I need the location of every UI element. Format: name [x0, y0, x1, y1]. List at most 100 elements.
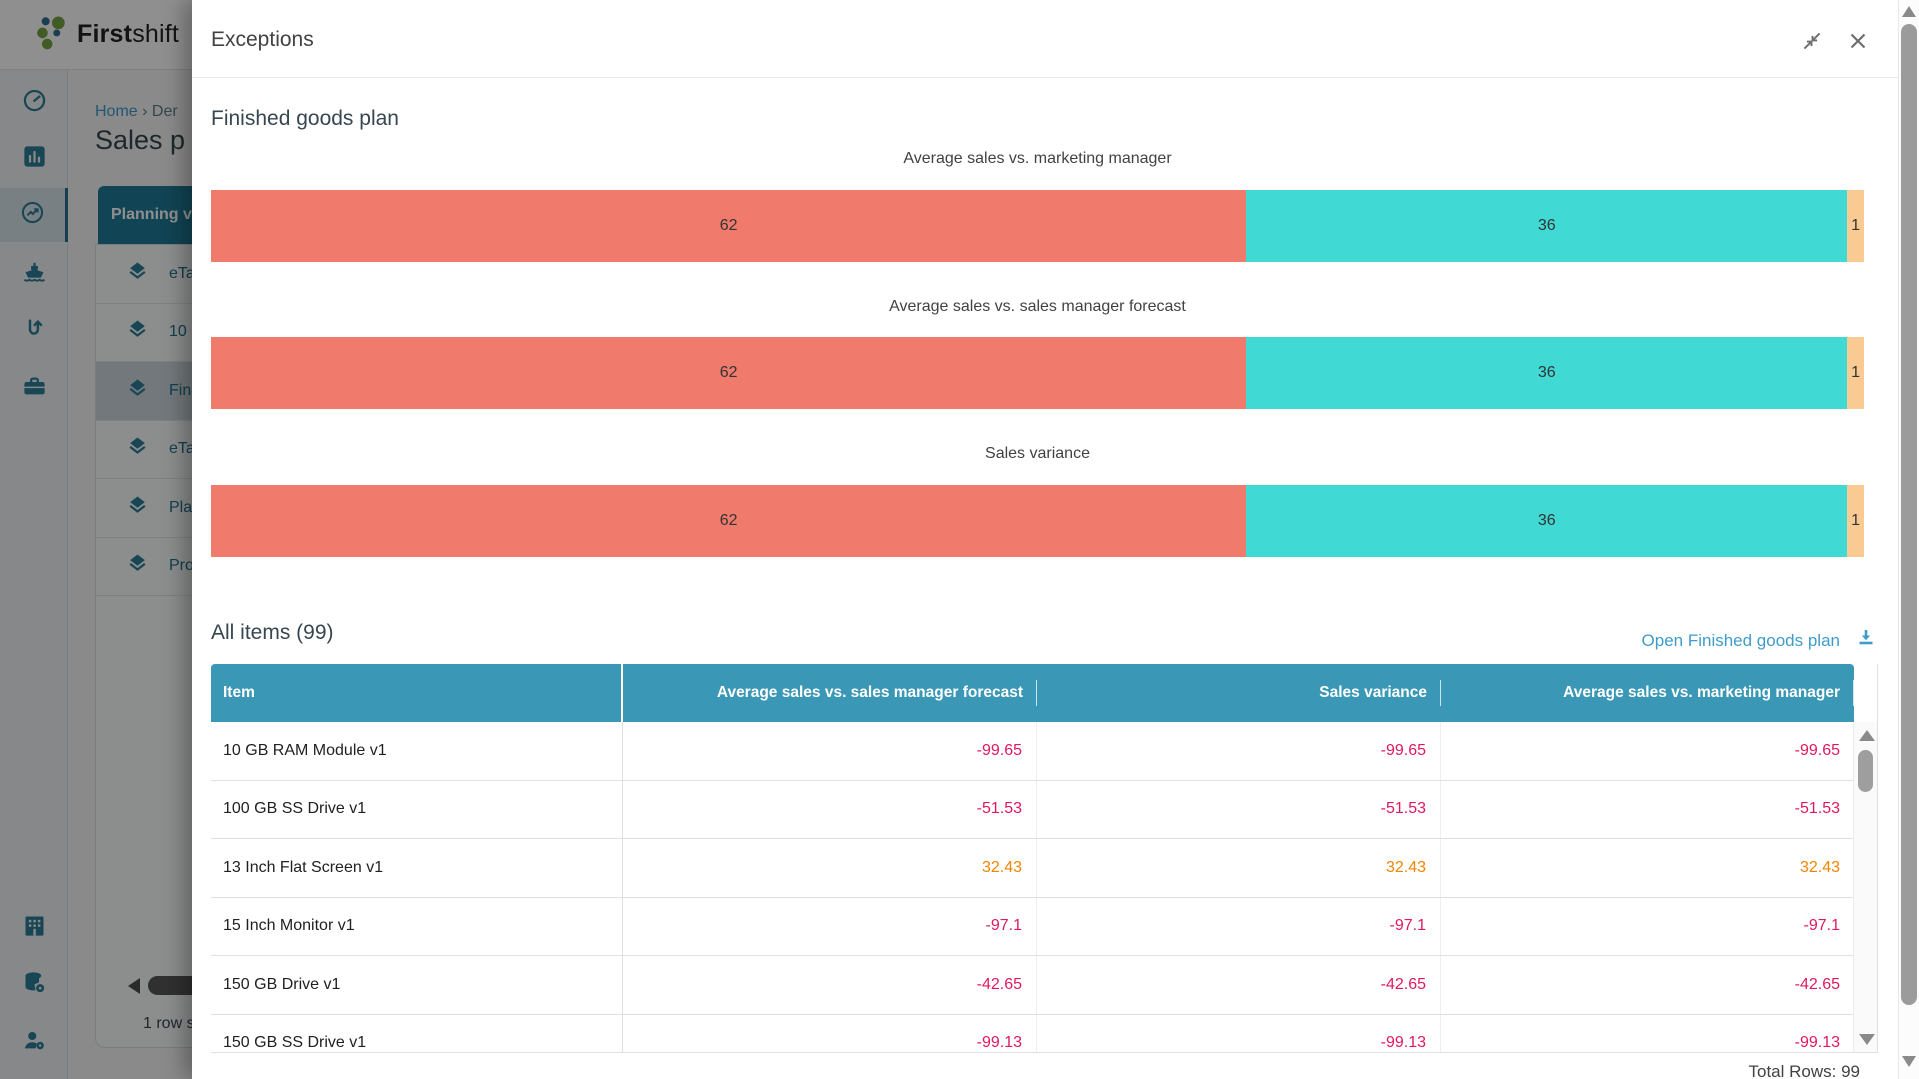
layers-icon: [124, 316, 151, 348]
sidebar-item-bar-chart[interactable]: [0, 132, 68, 186]
sidebar-item-gauge[interactable]: [0, 76, 68, 130]
value-cell: 32.43: [1037, 839, 1441, 897]
value-cell: -51.53: [1794, 800, 1840, 818]
value-cell: -42.65: [1037, 956, 1441, 1014]
bar-segment[interactable]: 36: [1246, 485, 1848, 557]
item-cell: 15 Inch Monitor v1: [211, 897, 623, 955]
sidebar-item-user-settings[interactable]: [0, 1016, 68, 1070]
sidebar-nav: [0, 70, 68, 1079]
table-row[interactable]: 10 GB RAM Module v1 -99.65 -99.65 -99.65: [211, 722, 1854, 781]
chart-title: Sales variance: [985, 445, 1090, 462]
plan-item-label: eTa: [169, 440, 195, 458]
value-cell: -99.13: [1037, 1014, 1441, 1052]
column-header-item[interactable]: Item: [211, 664, 623, 722]
open-plan-link-label[interactable]: Open Finished goods plan: [1641, 630, 1840, 650]
all-items-heading: All items (99): [211, 621, 334, 644]
value-cell: -51.53: [623, 780, 1037, 838]
table-row[interactable]: 13 Inch Flat Screen v1 32.43 32.43 32.43: [211, 839, 1854, 898]
building-icon: [21, 912, 48, 944]
column-header-2[interactable]: Sales variance: [1037, 664, 1441, 722]
bar-value-label: 36: [1537, 217, 1556, 234]
sidebar-item-briefcase[interactable]: [0, 362, 68, 416]
table-row[interactable]: 150 GB Drive v1 -42.65 -42.65 -42.65: [211, 956, 1854, 1015]
column-header-1[interactable]: Average sales vs. sales manager forecast: [623, 664, 1037, 722]
bar-value-label: 62: [719, 217, 738, 234]
value-cell: -99.65: [1037, 722, 1441, 780]
bar-segment[interactable]: 1: [1847, 485, 1864, 557]
hscroll-left-arrow-icon[interactable]: [128, 978, 140, 994]
plan-item-label: Pro: [169, 557, 194, 575]
item-cell: 150 GB SS Drive v1: [211, 1014, 623, 1052]
value-cell: -99.13: [1794, 1034, 1840, 1052]
table-row[interactable]: 150 GB SS Drive v1 -99.13 -99.13 -99.13: [211, 1014, 1854, 1052]
page-scroll-up-icon[interactable]: [1902, 6, 1916, 17]
bar-value-label: 36: [1537, 512, 1556, 529]
table-scrollbar[interactable]: [1853, 722, 1877, 1052]
bar-segment[interactable]: 1: [1847, 190, 1864, 262]
table-body: 10 GB RAM Module v1 -99.65 -99.65 -99.65 100…: [211, 722, 1854, 1052]
value-cell: -42.65: [1794, 975, 1840, 993]
open-plan-link[interactable]: Open Finished goods plan: [1642, 626, 1878, 655]
page-title: Sales p: [95, 125, 186, 155]
stacked-bar: 62 36 1: [211, 337, 1864, 409]
value-cell: -97.1: [1803, 917, 1840, 935]
page-scroll-down-icon[interactable]: [1902, 1056, 1916, 1067]
item-cell: 150 GB Drive v1: [211, 956, 623, 1014]
value-cell: 32.43: [1799, 858, 1840, 876]
bar-value-label: 1: [1851, 217, 1861, 234]
bar-segment[interactable]: 36: [1246, 337, 1848, 409]
brand-name: Firstshift: [77, 20, 179, 49]
close-icon[interactable]: [1845, 28, 1871, 54]
value-cell: -97.1: [1037, 897, 1441, 955]
chart-title: Average sales vs. marketing manager: [903, 150, 1172, 167]
breadcrumb-separator: ›: [142, 103, 148, 120]
breadcrumb-home-link[interactable]: Home: [95, 103, 138, 120]
gauge-icon: [21, 87, 48, 119]
value-cell: -99.65: [1794, 741, 1840, 759]
bar-segment[interactable]: 62: [211, 190, 1247, 262]
table-scroll-up-icon[interactable]: [1859, 730, 1875, 741]
item-cell: 100 GB SS Drive v1: [211, 780, 623, 838]
page-scroll-thumb[interactable]: [1901, 24, 1917, 1005]
table-scroll-thumb[interactable]: [1858, 750, 1873, 792]
sidebar-item-data-settings[interactable]: [0, 958, 68, 1012]
sidebar-item-ship[interactable]: [0, 246, 68, 300]
bar-value-label: 1: [1851, 364, 1861, 381]
table-row[interactable]: 15 Inch Monitor v1 -97.1 -97.1 -97.1: [211, 897, 1854, 956]
brand-name-bold: First: [77, 19, 133, 48]
column-header-3[interactable]: Average sales vs. marketing manager: [1441, 664, 1854, 722]
sidebar-item-routing[interactable]: [0, 304, 68, 358]
layers-icon: [124, 550, 151, 582]
chart-title: Average sales vs. sales manager forecast: [889, 298, 1186, 315]
sidebar-item-trend[interactable]: [0, 188, 68, 242]
exceptions-modal: Exceptions Finished goods plan Average s…: [192, 0, 1919, 1079]
bar-segment[interactable]: 62: [211, 485, 1247, 557]
layers-icon: [124, 258, 151, 290]
bar-segment[interactable]: 1: [1847, 337, 1864, 409]
table-scroll-down-icon[interactable]: [1859, 1034, 1875, 1045]
breadcrumb: Home › Der: [95, 103, 178, 121]
bar-segment[interactable]: 36: [1246, 190, 1848, 262]
items-table: Item Average sales vs. sales manager fore…: [211, 664, 1878, 1053]
page-scrollbar[interactable]: [1898, 0, 1919, 1079]
plan-item-label: eTa: [169, 264, 195, 282]
download-icon[interactable]: [1854, 626, 1878, 655]
brand-logo[interactable]: Firstshift: [36, 16, 179, 52]
routing-icon: [21, 315, 48, 347]
value-cell: -99.13: [623, 1014, 1037, 1052]
table-row[interactable]: 100 GB SS Drive v1 -51.53 -51.53 -51.53: [211, 780, 1854, 839]
brand-name-light: shift: [132, 19, 180, 48]
collapse-icon[interactable]: [1799, 28, 1825, 54]
table-header-row: Item Average sales vs. sales manager fore…: [211, 664, 1854, 722]
layers-icon: [124, 492, 151, 524]
value-cell: -51.53: [1037, 780, 1441, 838]
item-cell: 10 GB RAM Module v1: [211, 722, 623, 780]
bar-segment[interactable]: 62: [211, 337, 1247, 409]
bar-chart-icon: [21, 143, 48, 175]
bar-value-label: 62: [719, 512, 738, 529]
sidebar-item-building[interactable]: [0, 901, 68, 955]
bar-value-label: 1: [1851, 512, 1861, 529]
user-settings-icon: [21, 1027, 48, 1059]
value-cell: 32.43: [623, 839, 1037, 897]
